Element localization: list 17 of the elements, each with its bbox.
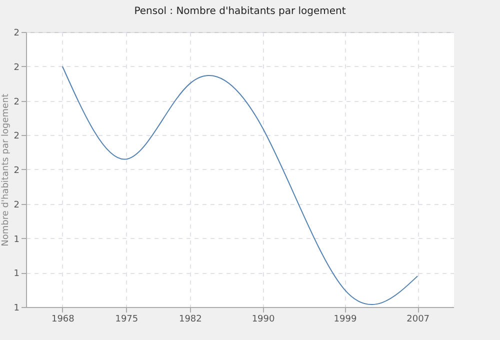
x-tick-label: 1990 xyxy=(252,314,275,324)
x-tick-label: 1968 xyxy=(51,314,75,324)
x-tick-label: 2007 xyxy=(406,314,430,324)
y-axis-title: Nombre d'habitants par logement xyxy=(0,93,11,246)
x-tick-label: 1982 xyxy=(178,314,202,324)
x-tick-label: 1975 xyxy=(115,314,138,324)
y-tick-label: 2 xyxy=(14,97,20,108)
y-tick-label: 1 xyxy=(14,304,20,314)
y-tick-label: 2 xyxy=(14,166,20,176)
x-tick-label: 1999 xyxy=(334,314,357,324)
y-tick-label: 1 xyxy=(14,269,20,280)
y-tick-label: 1 xyxy=(14,234,20,245)
y-tick-label: 2 xyxy=(14,200,20,210)
y-tick-label: 2 xyxy=(14,62,20,73)
chart-title: Pensol : Nombre d'habitants par logement xyxy=(134,6,346,17)
y-tick-label: 2 xyxy=(14,132,20,142)
y-tick-label: 2 xyxy=(14,28,20,38)
